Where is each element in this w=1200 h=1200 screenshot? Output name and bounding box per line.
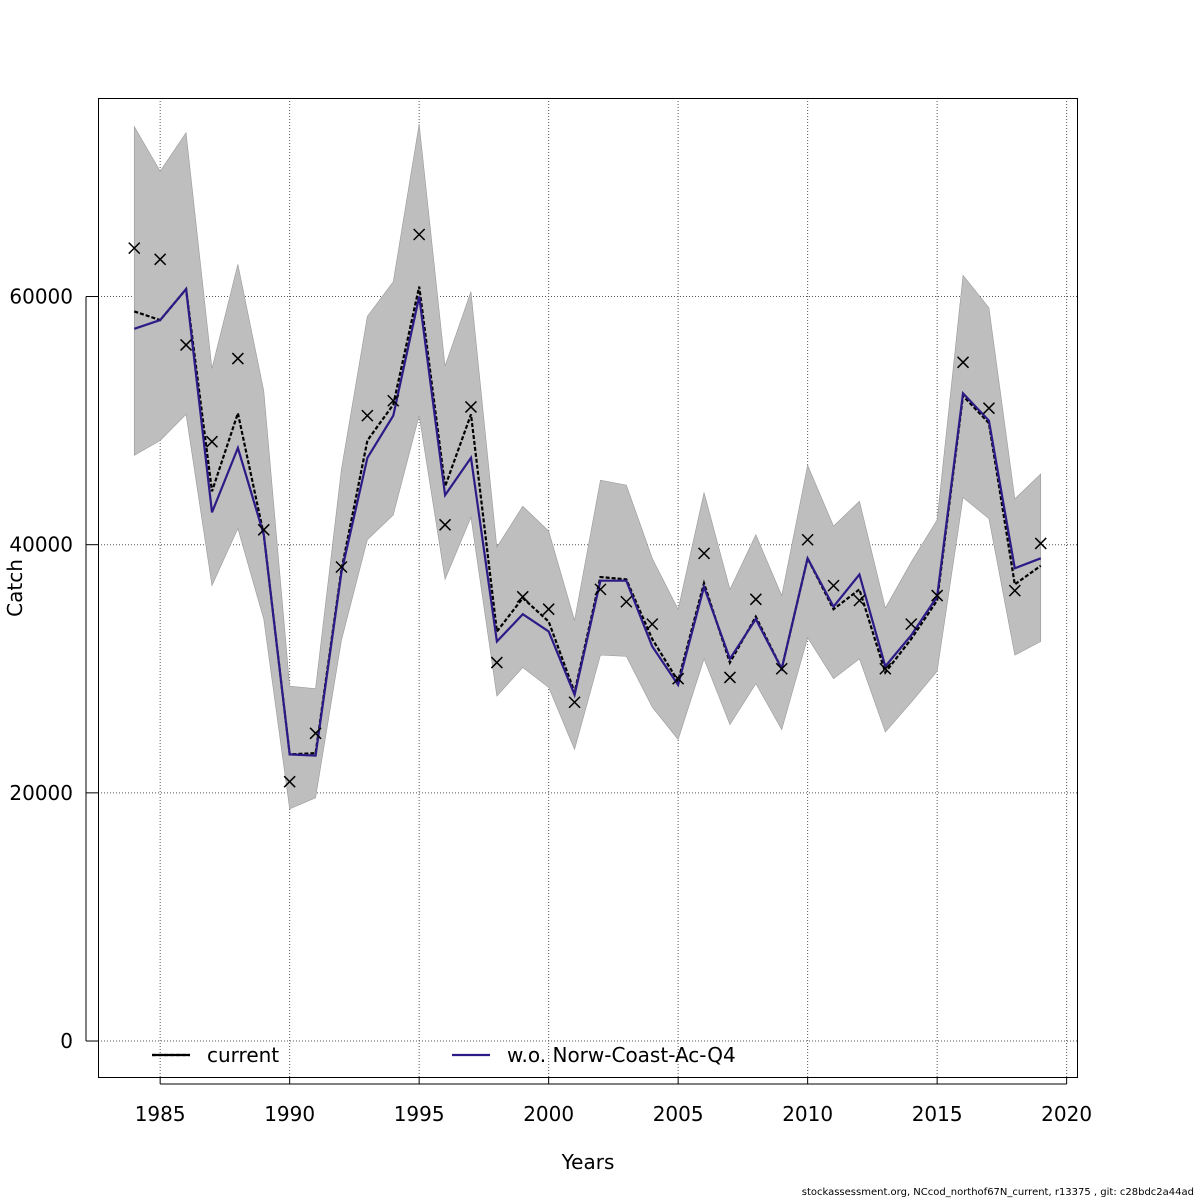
observation-point — [827, 579, 840, 592]
confidence-band-layer — [133, 124, 1042, 810]
observation-point — [1008, 584, 1021, 597]
observation-point — [439, 518, 452, 531]
x-tick-label: 2005 — [653, 1102, 704, 1126]
observation-point — [594, 583, 607, 596]
observation-point — [698, 547, 711, 560]
observation-point — [154, 253, 167, 266]
observation-point — [128, 242, 141, 255]
observation-point — [283, 775, 296, 788]
observation-point — [931, 589, 944, 602]
x-tick-label: 1995 — [394, 1102, 445, 1126]
observation-point — [749, 593, 762, 606]
y-axis: 0 20000 40000 60000 — [9, 285, 98, 1053]
x-tick-label: 2020 — [1041, 1102, 1092, 1126]
observation-point — [361, 409, 374, 422]
observation-point — [205, 435, 218, 448]
x-axis: 1985 1990 1995 2000 2005 2010 2015 2020 — [135, 1077, 1092, 1126]
observation-point — [982, 402, 995, 415]
y-tick-label: 60000 — [9, 285, 73, 309]
observation-point — [387, 394, 400, 407]
x-axis-label: Years — [561, 1150, 615, 1174]
x-tick-label: 1990 — [264, 1102, 315, 1126]
legend-label-2: w.o. Norw-Coast-Ac-Q4 — [507, 1043, 736, 1067]
y-tick-label: 40000 — [9, 533, 73, 557]
y-tick-label: 0 — [60, 1029, 73, 1053]
observation-point — [257, 523, 270, 536]
observation-point — [413, 228, 426, 241]
x-tick-label: 2015 — [912, 1102, 963, 1126]
observation-point — [490, 656, 503, 669]
observation-point — [853, 594, 866, 607]
observation-point — [568, 696, 581, 709]
observation-point — [775, 662, 788, 675]
observation-point — [1034, 537, 1047, 550]
observation-point — [516, 590, 529, 603]
observation-point — [723, 671, 736, 684]
x-tick-label: 1985 — [135, 1102, 186, 1126]
x-tick-label: 2010 — [782, 1102, 833, 1126]
observation-point — [309, 727, 322, 740]
y-axis-label: Catch — [3, 559, 27, 617]
series-lines-layer — [133, 286, 1042, 757]
observation-point — [231, 352, 244, 365]
legend: current w.o. Norw-Coast-Ac-Q4 — [152, 1043, 736, 1067]
observation-point — [464, 400, 477, 413]
y-tick-label: 20000 — [9, 781, 73, 805]
plot-frame — [98, 98, 1078, 1078]
observation-markers-layer — [128, 228, 1047, 788]
observation-point — [542, 603, 555, 616]
legend-label-1: current — [207, 1043, 279, 1067]
observation-point — [879, 662, 892, 675]
confidence-band — [133, 124, 1042, 810]
observation-point — [646, 618, 659, 631]
observation-point — [672, 672, 685, 685]
x-tick-label: 2000 — [523, 1102, 574, 1126]
observation-point — [620, 595, 633, 608]
series-line-2 — [133, 286, 1042, 757]
footer-text: stockassessment.org, NCcod_northof67N_cu… — [801, 1187, 1194, 1198]
observation-point — [335, 560, 348, 574]
observation-point — [180, 338, 193, 351]
observation-point — [801, 533, 814, 546]
observation-point — [905, 618, 918, 631]
observation-point — [957, 356, 970, 369]
